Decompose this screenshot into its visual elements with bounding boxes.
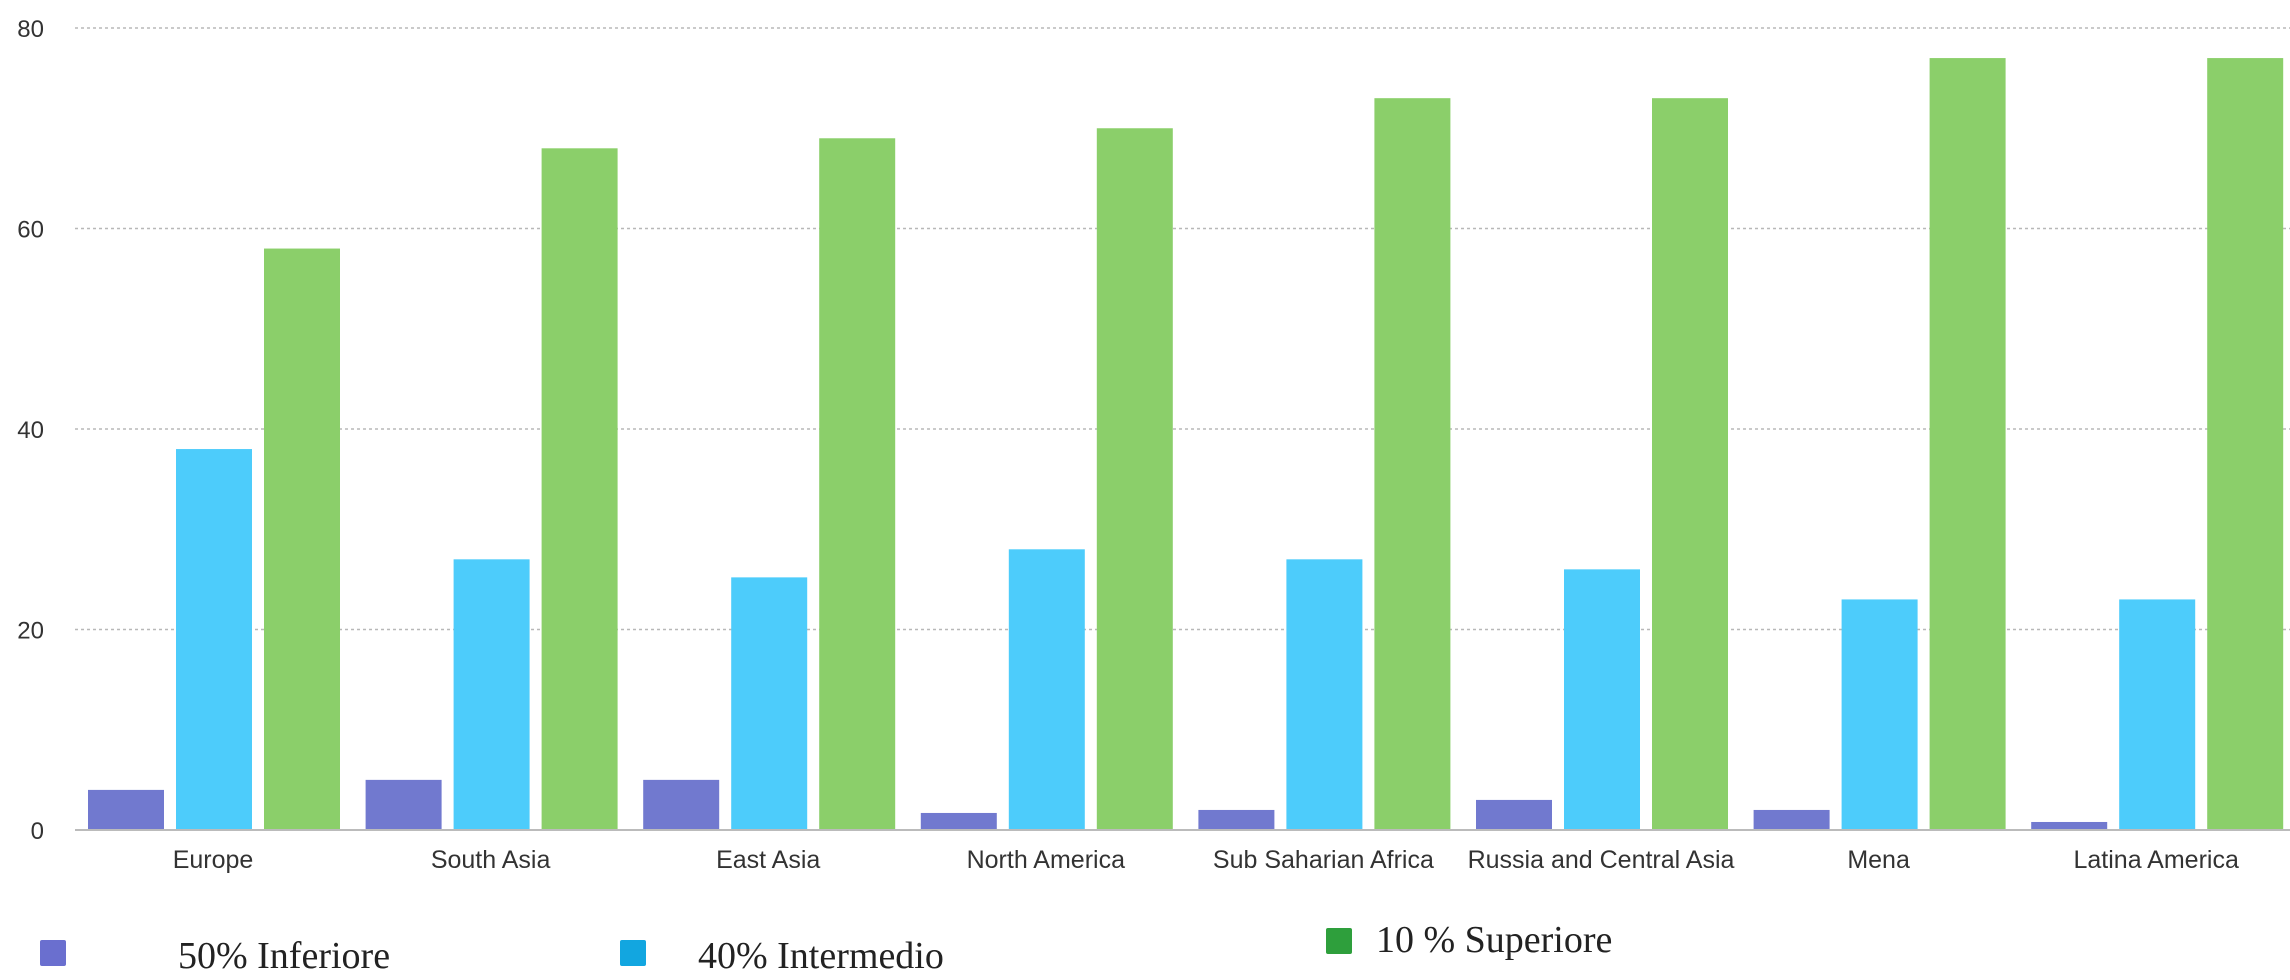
bar-40-intermedio-latina-america bbox=[2119, 599, 2196, 830]
x-tick-label: South Asia bbox=[431, 846, 551, 874]
y-tick-label: 80 bbox=[17, 16, 44, 43]
legend-swatch bbox=[620, 940, 646, 966]
bar-50-inferiore-east-asia bbox=[643, 779, 720, 830]
bar-50-inferiore-north-america bbox=[920, 812, 997, 830]
x-tick-label: North America bbox=[967, 846, 1125, 874]
legend-label: 10 % Superiore bbox=[1376, 919, 1612, 961]
y-tick-label: 40 bbox=[17, 417, 44, 444]
legend: 50% Inferiore 40% Intermedio 10 % Superior… bbox=[40, 919, 1612, 977]
bar-50-inferiore-south-asia bbox=[365, 779, 442, 830]
bar-40-intermedio-europe bbox=[176, 449, 252, 830]
bar-10-superiore-north-america bbox=[1096, 128, 1173, 830]
bar-10-superiore-east-asia bbox=[819, 138, 896, 830]
x-tick-label: Mena bbox=[1847, 846, 1910, 874]
bar-10-superiore-sub-saharian-africa bbox=[1374, 98, 1451, 831]
bar-10-superiore-europe bbox=[264, 248, 340, 831]
bar-50-inferiore-mena bbox=[1753, 809, 1830, 830]
bar-40-intermedio-north-america bbox=[1008, 549, 1085, 830]
x-tick-label: Sub Saharian Africa bbox=[1213, 846, 1434, 874]
bar-40-intermedio-mena bbox=[1841, 599, 1918, 830]
bar-50-inferiore-latina-america bbox=[2031, 821, 2108, 830]
x-tick-label: Europe bbox=[173, 846, 254, 874]
x-tick-label: Latina America bbox=[2074, 846, 2239, 874]
x-tick-label: East Asia bbox=[716, 846, 820, 874]
bar-50-inferiore-sub-saharian-africa bbox=[1198, 809, 1275, 830]
bar-40-intermedio-east-asia bbox=[731, 577, 808, 830]
y-axis-ticks: 0 20 40 60 80 bbox=[17, 16, 44, 845]
bar-10-superiore-mena bbox=[1929, 58, 2006, 830]
bars bbox=[88, 58, 2284, 831]
legend-swatch bbox=[40, 940, 66, 966]
bar-40-intermedio-south-asia bbox=[453, 559, 530, 830]
bar-50-inferiore-russia-and-central-asia bbox=[1476, 799, 1552, 830]
bar-10-superiore-south-asia bbox=[541, 148, 618, 831]
bar-10-superiore-latina-america bbox=[2207, 58, 2284, 830]
x-axis-labels: Europe South Asia East Asia North America Su… bbox=[173, 846, 2239, 874]
legend-label: 40% Intermedio bbox=[698, 935, 944, 977]
legend-swatch bbox=[1326, 928, 1352, 954]
legend-label: 50% Inferiore bbox=[178, 935, 390, 977]
bar-40-intermedio-sub-saharian-africa bbox=[1286, 559, 1363, 830]
y-tick-label: 60 bbox=[17, 217, 44, 244]
bar-40-intermedio-russia-and-central-asia bbox=[1564, 569, 1640, 830]
x-tick-label: Russia and Central Asia bbox=[1468, 846, 1735, 874]
y-tick-label: 20 bbox=[17, 618, 44, 645]
y-tick-label: 0 bbox=[31, 818, 44, 845]
bar-10-superiore-russia-and-central-asia bbox=[1652, 98, 1728, 831]
bar-50-inferiore-europe bbox=[88, 789, 164, 830]
